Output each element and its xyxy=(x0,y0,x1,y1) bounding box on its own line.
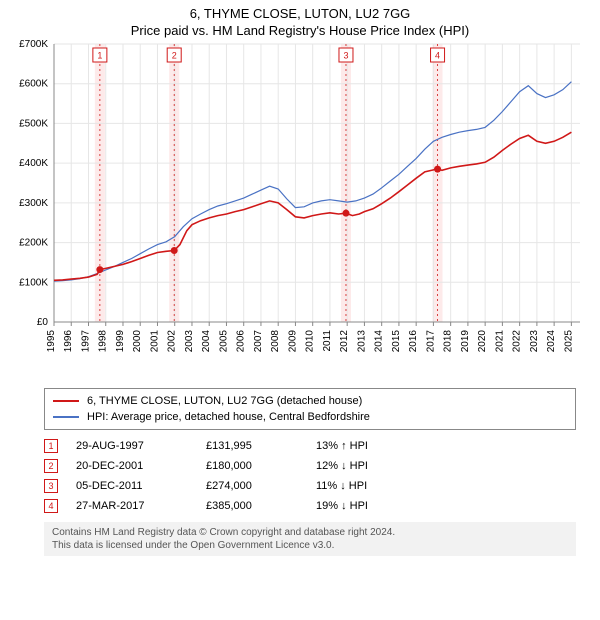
svg-text:2000: 2000 xyxy=(132,330,143,353)
svg-text:1997: 1997 xyxy=(80,330,91,353)
svg-text:2020: 2020 xyxy=(477,330,488,353)
svg-text:1995: 1995 xyxy=(46,330,57,353)
sale-marker: 1 xyxy=(44,439,58,453)
legend-swatch xyxy=(53,400,79,402)
svg-text:£700K: £700K xyxy=(19,39,48,50)
sale-row: 1 29-AUG-1997£131,99513% ↑ HPI xyxy=(44,436,576,456)
sale-price: £385,000 xyxy=(206,496,316,516)
svg-text:1996: 1996 xyxy=(63,330,74,353)
svg-text:2017: 2017 xyxy=(425,330,436,353)
svg-text:2023: 2023 xyxy=(529,330,540,353)
chart-container: 6, THYME CLOSE, LUTON, LU2 7GG Price pai… xyxy=(0,0,600,620)
svg-text:3: 3 xyxy=(343,51,348,61)
sale-row: 4 27-MAR-2017£385,00019% ↓ HPI xyxy=(44,496,576,516)
footer-line1: Contains HM Land Registry data © Crown c… xyxy=(52,526,568,539)
legend-item: 6, THYME CLOSE, LUTON, LU2 7GG (detached… xyxy=(53,393,567,409)
sale-delta: 11% ↓ HPI xyxy=(316,476,416,496)
svg-text:2004: 2004 xyxy=(201,330,212,353)
sale-delta: 12% ↓ HPI xyxy=(316,456,416,476)
svg-text:1: 1 xyxy=(97,51,102,61)
sale-date: 27-MAR-2017 xyxy=(76,496,206,516)
svg-text:2007: 2007 xyxy=(253,330,264,353)
svg-text:1999: 1999 xyxy=(115,330,126,353)
title-address: 6, THYME CLOSE, LUTON, LU2 7GG xyxy=(0,6,600,21)
sale-marker: 3 xyxy=(44,479,58,493)
sale-price: £131,995 xyxy=(206,436,316,456)
legend: 6, THYME CLOSE, LUTON, LU2 7GG (detached… xyxy=(44,388,576,430)
svg-text:2018: 2018 xyxy=(443,330,454,353)
svg-text:2021: 2021 xyxy=(494,330,505,353)
sale-row: 2 20-DEC-2001£180,00012% ↓ HPI xyxy=(44,456,576,476)
svg-text:2012: 2012 xyxy=(339,330,350,353)
sales-table: 1 29-AUG-1997£131,99513% ↑ HPI 2 20-DEC-200… xyxy=(44,436,576,516)
svg-text:2001: 2001 xyxy=(149,330,160,353)
price-chart: £0 £100K £200K £300K £400K £500K £600K £700K 199… xyxy=(0,38,600,382)
svg-text:2006: 2006 xyxy=(236,330,247,353)
sale-date: 20-DEC-2001 xyxy=(76,456,206,476)
sale-price: £274,000 xyxy=(206,476,316,496)
svg-text:£500K: £500K xyxy=(19,118,48,129)
svg-text:2: 2 xyxy=(172,51,177,61)
legend-label: 6, THYME CLOSE, LUTON, LU2 7GG (detached… xyxy=(87,393,362,409)
svg-text:2025: 2025 xyxy=(563,330,574,353)
svg-text:2003: 2003 xyxy=(184,330,195,353)
svg-text:4: 4 xyxy=(435,51,440,61)
svg-text:2009: 2009 xyxy=(287,330,298,353)
svg-text:£100K: £100K xyxy=(19,277,48,288)
svg-text:2010: 2010 xyxy=(305,330,316,353)
svg-text:2013: 2013 xyxy=(356,330,367,353)
svg-text:£200K: £200K xyxy=(19,238,48,249)
sale-delta: 13% ↑ HPI xyxy=(316,436,416,456)
svg-text:2011: 2011 xyxy=(322,330,333,352)
legend-label: HPI: Average price, detached house, Cent… xyxy=(87,409,370,425)
svg-text:2014: 2014 xyxy=(374,330,385,353)
sale-date: 05-DEC-2011 xyxy=(76,476,206,496)
svg-text:£300K: £300K xyxy=(19,198,48,209)
svg-text:1998: 1998 xyxy=(98,330,109,353)
sale-row: 3 05-DEC-2011£274,00011% ↓ HPI xyxy=(44,476,576,496)
sale-price: £180,000 xyxy=(206,456,316,476)
legend-item: HPI: Average price, detached house, Cent… xyxy=(53,409,567,425)
svg-text:2019: 2019 xyxy=(460,330,471,353)
svg-text:2008: 2008 xyxy=(270,330,281,353)
sale-marker: 4 xyxy=(44,499,58,513)
sale-delta: 19% ↓ HPI xyxy=(316,496,416,516)
svg-text:2022: 2022 xyxy=(512,330,523,353)
svg-text:£600K: £600K xyxy=(19,79,48,90)
sale-marker: 2 xyxy=(44,459,58,473)
footer-line2: This data is licensed under the Open Gov… xyxy=(52,539,568,552)
legend-swatch xyxy=(53,416,79,418)
svg-text:2015: 2015 xyxy=(391,330,402,353)
svg-text:£0: £0 xyxy=(37,317,49,328)
svg-text:2016: 2016 xyxy=(408,330,419,353)
svg-text:2005: 2005 xyxy=(218,330,229,353)
svg-text:2024: 2024 xyxy=(546,330,557,353)
sale-date: 29-AUG-1997 xyxy=(76,436,206,456)
svg-text:£400K: £400K xyxy=(19,158,48,169)
title-block: 6, THYME CLOSE, LUTON, LU2 7GG Price pai… xyxy=(0,0,600,38)
svg-text:2002: 2002 xyxy=(167,330,178,353)
title-subtitle: Price paid vs. HM Land Registry's House … xyxy=(0,23,600,38)
footer-attribution: Contains HM Land Registry data © Crown c… xyxy=(44,522,576,556)
